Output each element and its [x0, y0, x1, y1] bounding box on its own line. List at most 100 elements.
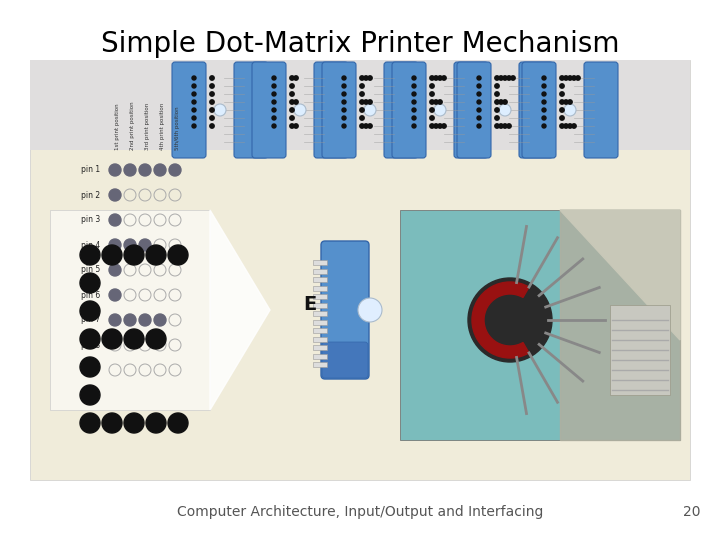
- Circle shape: [272, 124, 276, 128]
- Circle shape: [80, 357, 100, 377]
- Circle shape: [124, 164, 136, 176]
- Circle shape: [510, 76, 516, 80]
- Bar: [313, 362, 327, 367]
- Bar: [313, 260, 327, 265]
- Circle shape: [360, 124, 364, 128]
- Circle shape: [430, 100, 434, 104]
- FancyBboxPatch shape: [322, 342, 368, 378]
- Circle shape: [342, 92, 346, 96]
- Circle shape: [412, 84, 416, 88]
- Circle shape: [294, 124, 298, 128]
- Circle shape: [542, 116, 546, 120]
- Circle shape: [80, 301, 100, 321]
- FancyBboxPatch shape: [314, 62, 348, 158]
- Circle shape: [495, 116, 499, 120]
- FancyBboxPatch shape: [522, 62, 556, 158]
- Circle shape: [124, 329, 144, 349]
- Circle shape: [154, 164, 166, 176]
- Circle shape: [154, 314, 166, 326]
- Circle shape: [272, 76, 276, 80]
- Circle shape: [289, 84, 294, 88]
- Circle shape: [542, 108, 546, 112]
- Bar: [400, 210, 680, 440]
- Circle shape: [139, 164, 151, 176]
- Text: 20: 20: [683, 505, 700, 519]
- Circle shape: [477, 116, 481, 120]
- Circle shape: [412, 92, 416, 96]
- Circle shape: [210, 116, 215, 120]
- FancyBboxPatch shape: [392, 62, 426, 158]
- Circle shape: [342, 100, 346, 104]
- Circle shape: [477, 100, 481, 104]
- Circle shape: [80, 385, 100, 405]
- Circle shape: [210, 76, 215, 80]
- Circle shape: [433, 76, 438, 80]
- Circle shape: [412, 116, 416, 120]
- Circle shape: [364, 124, 368, 128]
- Text: pin 8: pin 8: [81, 341, 100, 349]
- Circle shape: [564, 124, 568, 128]
- Text: pin 7: pin 7: [81, 315, 100, 325]
- FancyBboxPatch shape: [252, 62, 286, 158]
- Circle shape: [360, 76, 364, 80]
- Circle shape: [109, 264, 121, 276]
- Circle shape: [364, 76, 368, 80]
- Circle shape: [289, 76, 294, 80]
- Text: pin 2: pin 2: [81, 191, 100, 199]
- Circle shape: [124, 245, 144, 265]
- Circle shape: [109, 164, 121, 176]
- Wedge shape: [472, 282, 529, 358]
- Circle shape: [168, 413, 188, 433]
- Circle shape: [499, 100, 503, 104]
- Circle shape: [192, 84, 196, 88]
- Bar: [313, 328, 327, 333]
- Polygon shape: [560, 210, 680, 340]
- Bar: [313, 354, 327, 359]
- Circle shape: [146, 329, 166, 349]
- Circle shape: [564, 76, 568, 80]
- Polygon shape: [210, 210, 270, 410]
- FancyBboxPatch shape: [234, 62, 268, 158]
- FancyBboxPatch shape: [322, 62, 356, 158]
- Circle shape: [568, 124, 572, 128]
- Circle shape: [289, 124, 294, 128]
- Circle shape: [495, 84, 499, 88]
- Circle shape: [342, 108, 346, 112]
- Circle shape: [507, 124, 511, 128]
- Circle shape: [364, 104, 376, 116]
- Circle shape: [109, 189, 121, 201]
- Circle shape: [433, 124, 438, 128]
- Circle shape: [495, 92, 499, 96]
- Circle shape: [342, 116, 346, 120]
- Circle shape: [192, 108, 196, 112]
- Circle shape: [139, 239, 151, 251]
- Circle shape: [564, 100, 568, 104]
- Circle shape: [214, 104, 226, 116]
- Circle shape: [192, 92, 196, 96]
- Circle shape: [542, 76, 546, 80]
- Circle shape: [430, 84, 434, 88]
- Circle shape: [560, 124, 564, 128]
- Text: pin 1: pin 1: [81, 165, 100, 174]
- Circle shape: [568, 76, 572, 80]
- FancyBboxPatch shape: [172, 62, 206, 158]
- Text: 2nd print position: 2nd print position: [130, 102, 135, 150]
- Circle shape: [210, 124, 215, 128]
- FancyBboxPatch shape: [584, 62, 618, 158]
- Circle shape: [80, 413, 100, 433]
- Circle shape: [542, 92, 546, 96]
- Bar: [313, 336, 327, 341]
- Bar: [313, 320, 327, 325]
- FancyBboxPatch shape: [321, 241, 369, 379]
- Text: pin 6: pin 6: [81, 291, 100, 300]
- Text: 3rd print position: 3rd print position: [145, 103, 150, 150]
- Circle shape: [80, 273, 100, 293]
- Bar: [610, 305, 670, 395]
- Text: E: E: [303, 295, 317, 314]
- Circle shape: [109, 314, 121, 326]
- Circle shape: [542, 100, 546, 104]
- Bar: [30, 60, 690, 480]
- Circle shape: [272, 92, 276, 96]
- Circle shape: [564, 104, 576, 116]
- Bar: [313, 294, 327, 299]
